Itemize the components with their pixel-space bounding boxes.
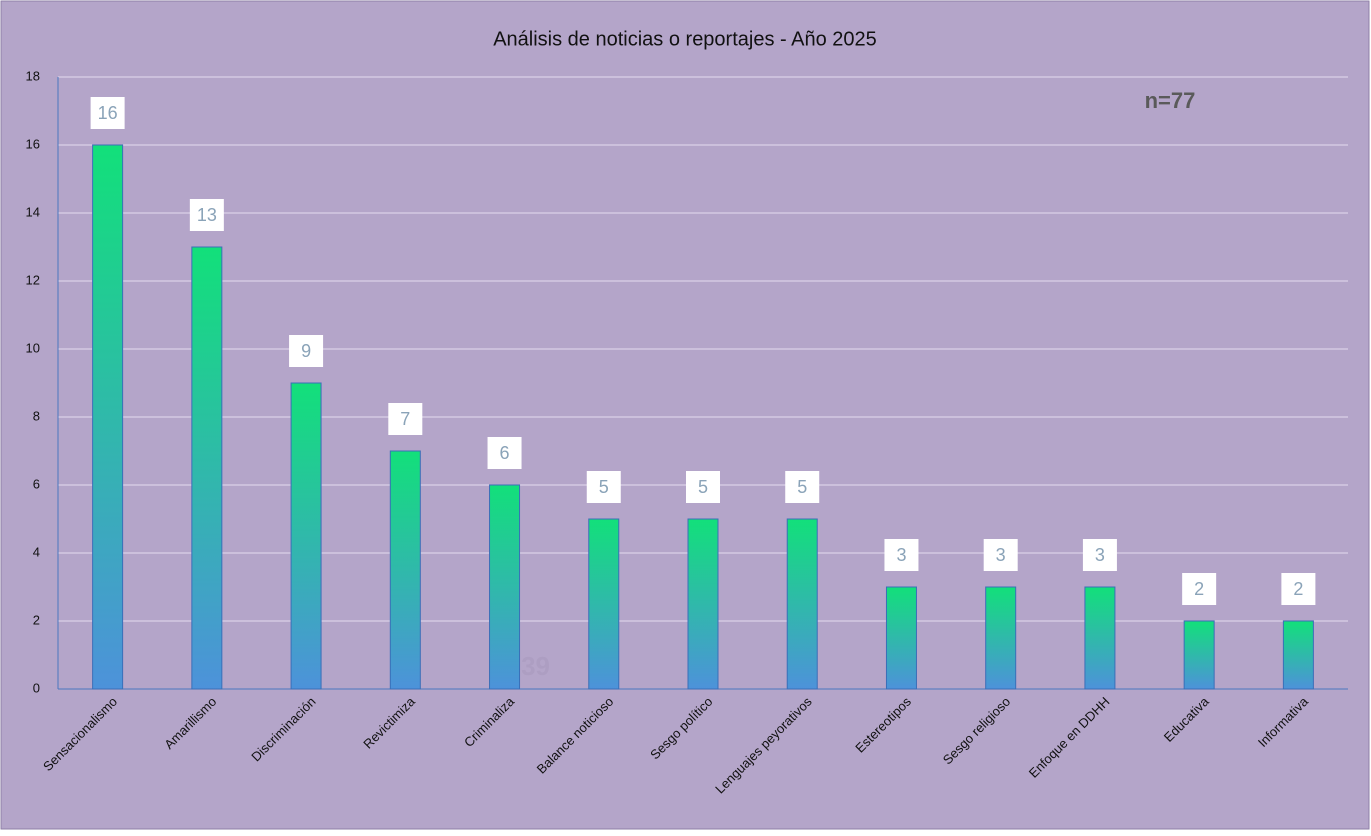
data-label-box (388, 403, 423, 435)
data-label-box (487, 437, 522, 469)
bar (389, 450, 421, 690)
bar (885, 586, 917, 690)
data-label-box (189, 199, 224, 231)
data-label: 7 (400, 409, 410, 429)
data-label: 2 (1194, 579, 1204, 599)
data-label-box (983, 539, 1018, 571)
y-tick-label: 10 (26, 340, 40, 355)
bar (1282, 620, 1314, 690)
annotation: n=77 (1145, 88, 1196, 113)
data-label-box (1182, 573, 1217, 605)
y-tick-label: 4 (33, 544, 40, 559)
data-label-box (1281, 573, 1316, 605)
data-label-box (785, 471, 820, 503)
bar (92, 144, 124, 690)
bar (1183, 620, 1215, 690)
data-label: 6 (500, 443, 510, 463)
bar (687, 518, 719, 690)
data-label: 13 (197, 205, 217, 225)
bar (290, 382, 322, 690)
y-tick-label: 2 (33, 612, 40, 627)
bar (588, 518, 620, 690)
y-tick-label: 16 (26, 136, 40, 151)
y-tick-label: 12 (26, 272, 40, 287)
data-label: 9 (301, 341, 311, 361)
y-tick-label: 8 (33, 408, 40, 423)
data-label: 3 (996, 545, 1006, 565)
data-label: 5 (698, 477, 708, 497)
bar (786, 518, 818, 690)
data-label: 16 (98, 103, 118, 123)
data-label-box (90, 97, 125, 129)
data-label-box (586, 471, 621, 503)
data-label: 3 (1095, 545, 1105, 565)
y-tick-label: 0 (33, 680, 40, 695)
y-tick-label: 14 (26, 204, 40, 219)
y-tick-label: 18 (26, 68, 40, 83)
data-label: 2 (1293, 579, 1303, 599)
data-label: 5 (599, 477, 609, 497)
chart-title: Análisis de noticias o reportajes - Año … (493, 28, 877, 50)
bar (1084, 586, 1116, 690)
y-tick-label: 6 (33, 476, 40, 491)
data-label-box (686, 471, 720, 503)
bar (489, 484, 521, 690)
data-label-box (1082, 539, 1117, 571)
data-label: 5 (797, 477, 807, 497)
data-label-box (289, 335, 324, 367)
data-label-box (884, 539, 919, 571)
bar (985, 586, 1017, 690)
data-label: 3 (896, 545, 906, 565)
bar (191, 246, 223, 690)
